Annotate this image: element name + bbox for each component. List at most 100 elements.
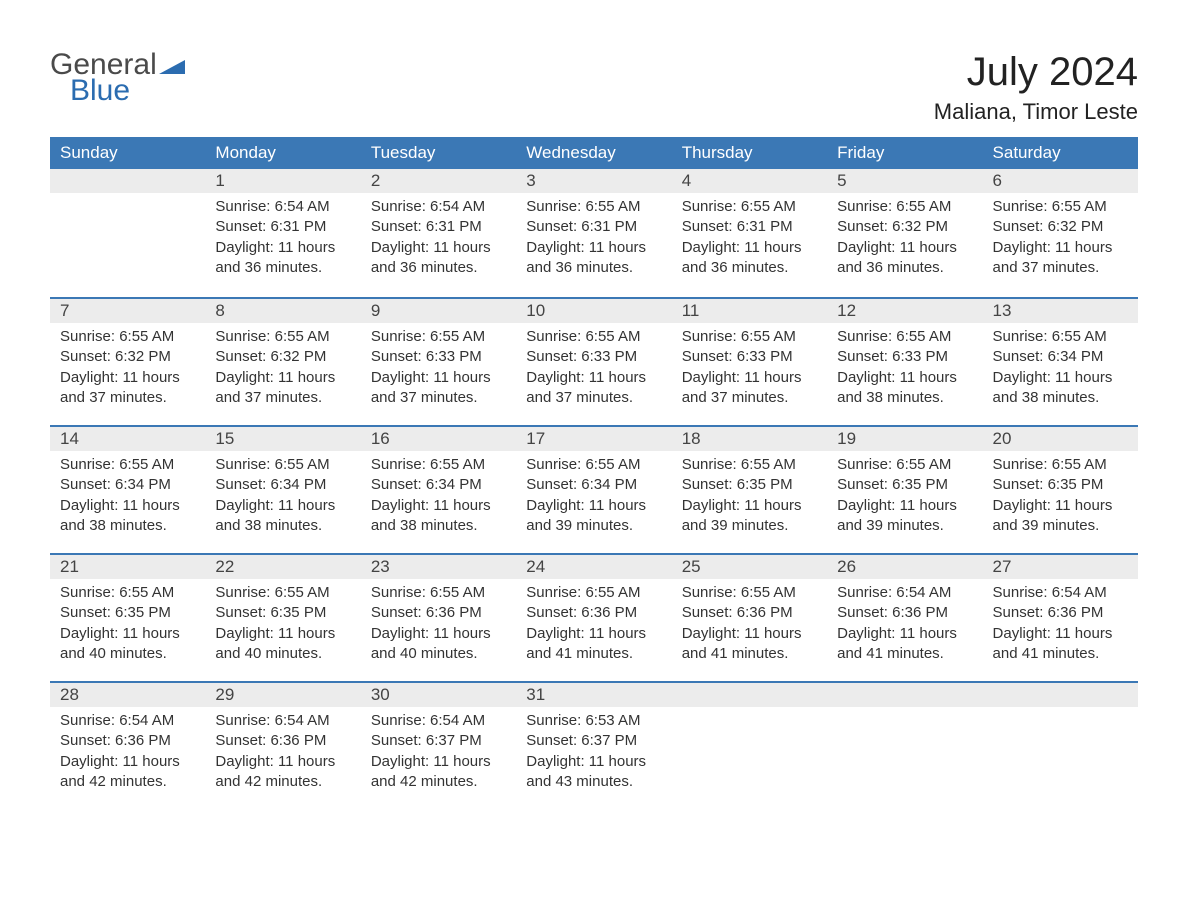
day-details: Sunrise: 6:55 AMSunset: 6:33 PMDaylight:… bbox=[827, 323, 982, 416]
sunset-line: Sunset: 6:32 PM bbox=[837, 217, 972, 237]
day-details: Sunrise: 6:55 AMSunset: 6:35 PMDaylight:… bbox=[205, 579, 360, 672]
calendar-week-row: 28Sunrise: 6:54 AMSunset: 6:36 PMDayligh… bbox=[50, 681, 1138, 809]
sunset-line: Sunset: 6:32 PM bbox=[993, 217, 1128, 237]
day-number: 12 bbox=[827, 297, 982, 323]
calendar-head: SundayMondayTuesdayWednesdayThursdayFrid… bbox=[50, 137, 1138, 169]
daylight-line: Daylight: 11 hours and 37 minutes. bbox=[526, 368, 661, 409]
day-details: Sunrise: 6:55 AMSunset: 6:31 PMDaylight:… bbox=[516, 193, 671, 286]
daylight-line: Daylight: 11 hours and 39 minutes. bbox=[526, 496, 661, 537]
calendar-day-cell: 27Sunrise: 6:54 AMSunset: 6:36 PMDayligh… bbox=[983, 553, 1138, 681]
daylight-line: Daylight: 11 hours and 39 minutes. bbox=[993, 496, 1128, 537]
sunset-line: Sunset: 6:31 PM bbox=[682, 217, 817, 237]
calendar-day-cell: 6Sunrise: 6:55 AMSunset: 6:32 PMDaylight… bbox=[983, 169, 1138, 297]
day-details: Sunrise: 6:55 AMSunset: 6:32 PMDaylight:… bbox=[50, 323, 205, 416]
calendar-day-cell: 20Sunrise: 6:55 AMSunset: 6:35 PMDayligh… bbox=[983, 425, 1138, 553]
day-details: Sunrise: 6:55 AMSunset: 6:33 PMDaylight:… bbox=[516, 323, 671, 416]
daylight-line: Daylight: 11 hours and 41 minutes. bbox=[993, 624, 1128, 665]
calendar-week-row: 1Sunrise: 6:54 AMSunset: 6:31 PMDaylight… bbox=[50, 169, 1138, 297]
sunrise-line: Sunrise: 6:55 AM bbox=[993, 455, 1128, 475]
calendar-day-cell bbox=[672, 681, 827, 809]
calendar-day-cell: 23Sunrise: 6:55 AMSunset: 6:36 PMDayligh… bbox=[361, 553, 516, 681]
daylight-line: Daylight: 11 hours and 42 minutes. bbox=[60, 752, 195, 793]
page-header: General Blue July 2024 Maliana, Timor Le… bbox=[50, 50, 1138, 125]
day-details: Sunrise: 6:54 AMSunset: 6:31 PMDaylight:… bbox=[205, 193, 360, 286]
day-number: 25 bbox=[672, 553, 827, 579]
sunset-line: Sunset: 6:34 PM bbox=[215, 475, 350, 495]
sunrise-line: Sunrise: 6:55 AM bbox=[837, 327, 972, 347]
day-details: Sunrise: 6:55 AMSunset: 6:32 PMDaylight:… bbox=[827, 193, 982, 286]
sunset-line: Sunset: 6:31 PM bbox=[526, 217, 661, 237]
sunrise-line: Sunrise: 6:54 AM bbox=[837, 583, 972, 603]
sunset-line: Sunset: 6:36 PM bbox=[371, 603, 506, 623]
title-block: July 2024 Maliana, Timor Leste bbox=[934, 50, 1138, 125]
weekday-header: Thursday bbox=[672, 137, 827, 169]
sunrise-line: Sunrise: 6:55 AM bbox=[526, 583, 661, 603]
sunset-line: Sunset: 6:35 PM bbox=[60, 603, 195, 623]
day-details: Sunrise: 6:55 AMSunset: 6:34 PMDaylight:… bbox=[205, 451, 360, 544]
sunrise-line: Sunrise: 6:54 AM bbox=[60, 711, 195, 731]
sunrise-line: Sunrise: 6:55 AM bbox=[682, 583, 817, 603]
day-number bbox=[672, 681, 827, 707]
sunset-line: Sunset: 6:35 PM bbox=[215, 603, 350, 623]
day-number bbox=[50, 169, 205, 193]
location-subtitle: Maliana, Timor Leste bbox=[934, 99, 1138, 125]
day-details: Sunrise: 6:54 AMSunset: 6:36 PMDaylight:… bbox=[205, 707, 360, 800]
calendar-week-row: 14Sunrise: 6:55 AMSunset: 6:34 PMDayligh… bbox=[50, 425, 1138, 553]
sunset-line: Sunset: 6:35 PM bbox=[993, 475, 1128, 495]
day-number: 17 bbox=[516, 425, 671, 451]
sunset-line: Sunset: 6:34 PM bbox=[993, 347, 1128, 367]
day-details: Sunrise: 6:55 AMSunset: 6:34 PMDaylight:… bbox=[983, 323, 1138, 416]
daylight-line: Daylight: 11 hours and 36 minutes. bbox=[371, 238, 506, 279]
day-details: Sunrise: 6:55 AMSunset: 6:35 PMDaylight:… bbox=[672, 451, 827, 544]
day-details: Sunrise: 6:55 AMSunset: 6:36 PMDaylight:… bbox=[672, 579, 827, 672]
daylight-line: Daylight: 11 hours and 38 minutes. bbox=[60, 496, 195, 537]
day-details: Sunrise: 6:54 AMSunset: 6:37 PMDaylight:… bbox=[361, 707, 516, 800]
sunset-line: Sunset: 6:32 PM bbox=[215, 347, 350, 367]
sunset-line: Sunset: 6:34 PM bbox=[60, 475, 195, 495]
sunrise-line: Sunrise: 6:54 AM bbox=[371, 711, 506, 731]
sunrise-line: Sunrise: 6:55 AM bbox=[215, 583, 350, 603]
sunset-line: Sunset: 6:35 PM bbox=[837, 475, 972, 495]
sunset-line: Sunset: 6:36 PM bbox=[682, 603, 817, 623]
daylight-line: Daylight: 11 hours and 36 minutes. bbox=[526, 238, 661, 279]
month-title: July 2024 bbox=[934, 50, 1138, 95]
day-number: 26 bbox=[827, 553, 982, 579]
calendar-day-cell: 7Sunrise: 6:55 AMSunset: 6:32 PMDaylight… bbox=[50, 297, 205, 425]
sunset-line: Sunset: 6:37 PM bbox=[526, 731, 661, 751]
sunrise-line: Sunrise: 6:54 AM bbox=[371, 197, 506, 217]
sunset-line: Sunset: 6:37 PM bbox=[371, 731, 506, 751]
daylight-line: Daylight: 11 hours and 36 minutes. bbox=[837, 238, 972, 279]
day-details: Sunrise: 6:54 AMSunset: 6:36 PMDaylight:… bbox=[827, 579, 982, 672]
daylight-line: Daylight: 11 hours and 37 minutes. bbox=[682, 368, 817, 409]
day-number: 16 bbox=[361, 425, 516, 451]
daylight-line: Daylight: 11 hours and 38 minutes. bbox=[371, 496, 506, 537]
calendar-day-cell: 3Sunrise: 6:55 AMSunset: 6:31 PMDaylight… bbox=[516, 169, 671, 297]
calendar-day-cell: 12Sunrise: 6:55 AMSunset: 6:33 PMDayligh… bbox=[827, 297, 982, 425]
sunrise-line: Sunrise: 6:55 AM bbox=[682, 197, 817, 217]
daylight-line: Daylight: 11 hours and 38 minutes. bbox=[837, 368, 972, 409]
daylight-line: Daylight: 11 hours and 37 minutes. bbox=[215, 368, 350, 409]
sunset-line: Sunset: 6:36 PM bbox=[837, 603, 972, 623]
day-number: 31 bbox=[516, 681, 671, 707]
sunset-line: Sunset: 6:32 PM bbox=[60, 347, 195, 367]
sunrise-line: Sunrise: 6:55 AM bbox=[60, 583, 195, 603]
daylight-line: Daylight: 11 hours and 38 minutes. bbox=[215, 496, 350, 537]
calendar-day-cell: 18Sunrise: 6:55 AMSunset: 6:35 PMDayligh… bbox=[672, 425, 827, 553]
daylight-line: Daylight: 11 hours and 41 minutes. bbox=[526, 624, 661, 665]
calendar-day-cell: 5Sunrise: 6:55 AMSunset: 6:32 PMDaylight… bbox=[827, 169, 982, 297]
day-number: 11 bbox=[672, 297, 827, 323]
calendar-day-cell bbox=[827, 681, 982, 809]
day-number: 23 bbox=[361, 553, 516, 579]
calendar-day-cell: 19Sunrise: 6:55 AMSunset: 6:35 PMDayligh… bbox=[827, 425, 982, 553]
day-number: 10 bbox=[516, 297, 671, 323]
day-number bbox=[827, 681, 982, 707]
day-details: Sunrise: 6:55 AMSunset: 6:33 PMDaylight:… bbox=[361, 323, 516, 416]
day-number: 19 bbox=[827, 425, 982, 451]
calendar-day-cell: 21Sunrise: 6:55 AMSunset: 6:35 PMDayligh… bbox=[50, 553, 205, 681]
sunset-line: Sunset: 6:34 PM bbox=[526, 475, 661, 495]
daylight-line: Daylight: 11 hours and 39 minutes. bbox=[837, 496, 972, 537]
sunset-line: Sunset: 6:31 PM bbox=[215, 217, 350, 237]
daylight-line: Daylight: 11 hours and 37 minutes. bbox=[371, 368, 506, 409]
sunset-line: Sunset: 6:36 PM bbox=[215, 731, 350, 751]
calendar-day-cell: 2Sunrise: 6:54 AMSunset: 6:31 PMDaylight… bbox=[361, 169, 516, 297]
